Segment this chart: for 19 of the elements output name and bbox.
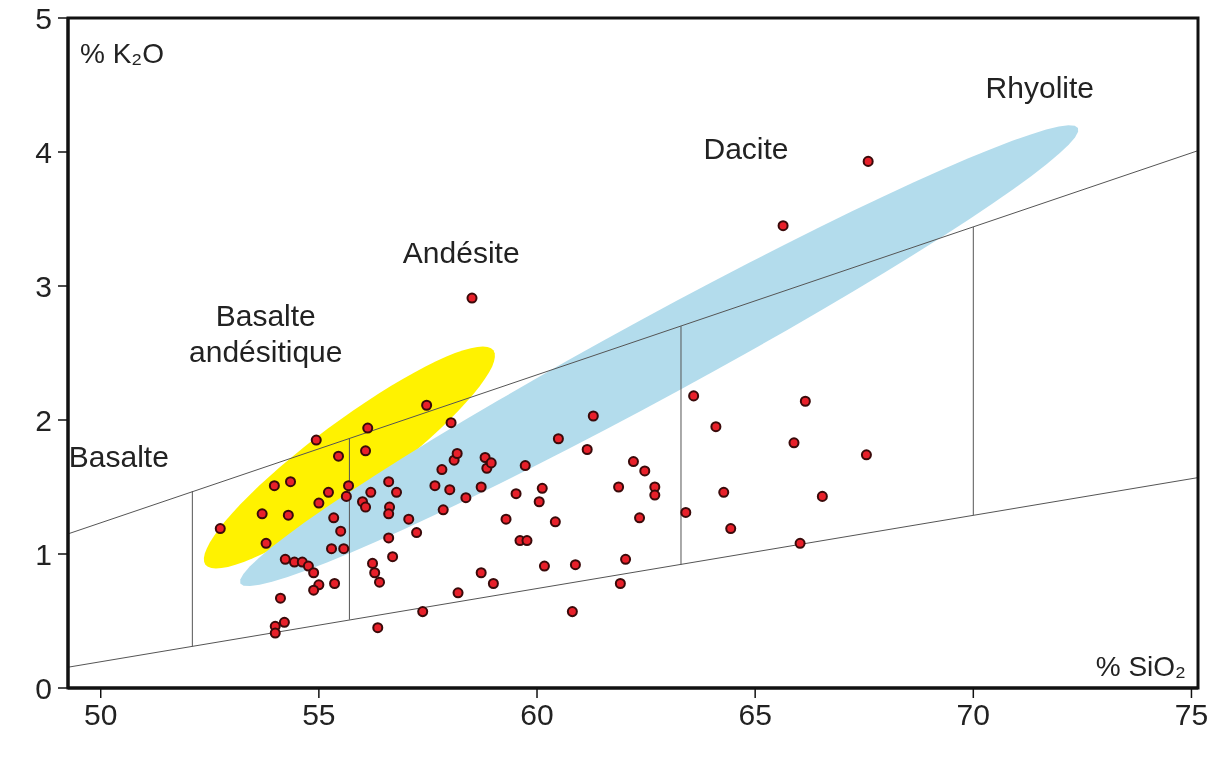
x-tick-label: 55 [302, 698, 336, 732]
x-axis-title: % SiO₂ [1095, 651, 1186, 682]
y-tick-label: 2 [35, 403, 52, 437]
y-tick-label: 5 [35, 1, 52, 35]
annotation: Rhyolite [985, 71, 1094, 105]
y-tick-label: 3 [35, 269, 52, 303]
y-tick-label: 0 [35, 671, 52, 705]
annotation: Dacite [703, 131, 789, 165]
y-axis-title: % K₂O [80, 38, 164, 69]
y-tick-label: 4 [35, 135, 52, 169]
x-tick-label: 60 [520, 698, 554, 732]
x-tick-label: 70 [956, 698, 990, 732]
x-tick-label: 65 [738, 698, 772, 732]
annotation: Basalte andésitique [189, 298, 343, 368]
x-tick-label: 50 [84, 698, 118, 732]
y-tick-label: 1 [35, 537, 52, 571]
x-tick-label: 75 [1174, 698, 1209, 732]
annotation: Basalte [68, 439, 169, 473]
annotation: Andésite [402, 235, 520, 269]
